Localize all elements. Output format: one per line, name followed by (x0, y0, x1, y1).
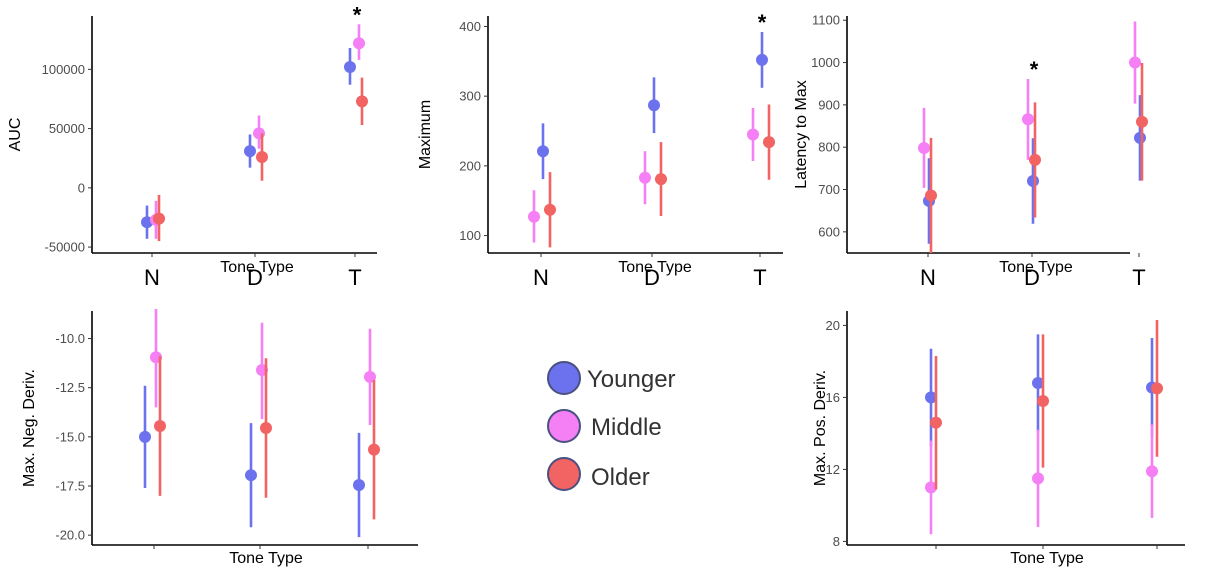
auc-category-label: N (144, 265, 160, 290)
auc-x-axis-title: Tone Type (220, 259, 294, 276)
maximum-x-axis-title: Tone Type (618, 259, 692, 276)
maximum-panel: 100 200 300 400 Tone Type Maximum N D T * (417, 10, 783, 290)
latency-category-label: T (1132, 265, 1145, 290)
max-neg-deriv-older-point (260, 422, 272, 434)
max-pos-deriv-y-tick-label: 20 (826, 318, 840, 333)
max-pos-deriv-younger-point (1032, 377, 1044, 389)
latency-middle-point (1022, 113, 1034, 126)
auc-y-tick-label: 50000 (49, 121, 85, 136)
auc-older-point (153, 212, 165, 225)
maximum-younger-point (756, 53, 768, 66)
max-pos-deriv-middle-point (1032, 472, 1044, 485)
legend-marker-middle (547, 409, 581, 443)
maximum-middle-point (747, 128, 759, 141)
latency-younger-point (1027, 175, 1039, 188)
maximum-y-tick-label: 200 (459, 158, 481, 173)
max-neg-deriv-y-tick-label: -20.0 (55, 528, 85, 543)
max-neg-deriv-y-tick-label: -17.5 (55, 479, 85, 494)
auc-y-tick-label: 100000 (42, 62, 85, 77)
max-neg-deriv-y-tick-label: -10.0 (55, 331, 85, 346)
latency-middle-point (1129, 56, 1141, 69)
legend-label-middle: Middle (591, 414, 662, 441)
auc-panel: -50000 0 50000 100000 Tone Type AUC N D T * (7, 2, 377, 290)
auc-older-point (256, 151, 268, 164)
legend-marker-younger (547, 361, 581, 395)
maximum-middle-point (528, 210, 540, 223)
max-neg-deriv-younger-point (353, 479, 365, 492)
max-pos-deriv-y-tick-label: 12 (826, 462, 840, 477)
latency-y-tick-label: 600 (818, 224, 840, 239)
maximum-y-tick-label: 300 (459, 89, 481, 104)
latency-category-label: N (920, 265, 936, 290)
maximum-y-tick-label: 400 (459, 19, 481, 34)
maximum-category-label: T (753, 265, 766, 290)
max-pos-deriv-y-tick-label: 8 (833, 534, 840, 549)
maximum-older-point (544, 203, 556, 216)
auc-younger-point (244, 145, 256, 158)
max-pos-deriv-middle-point (1146, 465, 1158, 478)
max-neg-deriv-younger-point (245, 469, 257, 482)
max-pos-deriv-older-point (1151, 382, 1163, 395)
auc-older-point (356, 95, 368, 108)
legend-marker-older (547, 457, 581, 491)
legend-label-older: Older (591, 464, 650, 491)
max-pos-deriv-younger-point (925, 391, 937, 404)
maximum-younger-point (648, 99, 660, 112)
maximum-category-label: N (533, 265, 549, 290)
auc-younger-point (344, 60, 356, 73)
latency-y-tick-label: 1100 (812, 13, 840, 28)
latency-category-label: D (1024, 265, 1040, 290)
legend-label-younger: Younger (587, 366, 676, 393)
max-neg-deriv-y-tick-label: -15.0 (55, 429, 85, 444)
latency-y-tick-label: 700 (818, 182, 840, 197)
maximum-y-axis-title: Maximum (417, 100, 434, 169)
auc-y-axis-title: AUC (7, 118, 24, 152)
latency-y-tick-label: 800 (818, 140, 840, 155)
max-pos-deriv-y-axis-title: Max. Pos. Deriv. (812, 370, 829, 486)
maximum-category-label: D (644, 265, 660, 290)
maximum-younger-point (537, 145, 549, 158)
auc-y-tick-label: 0 (78, 180, 85, 195)
latency-older-point (1136, 115, 1148, 128)
max-neg-deriv-x-axis-title: Tone Type (229, 550, 303, 567)
max-pos-deriv-y-tick-label: 16 (826, 390, 840, 405)
maximum-older-point (763, 136, 775, 149)
max-neg-deriv-older-point (154, 420, 166, 433)
latency-y-axis-title: Latency to Max (793, 80, 810, 189)
latency-older-point (925, 189, 937, 202)
max-neg-deriv-younger-point (139, 430, 151, 443)
latency-x-axis-title: Tone Type (999, 259, 1073, 276)
latency-panel: 600 700 800 900 1000 1100 Tone Type Latency to … (793, 13, 1148, 290)
max-pos-deriv-panel: 8 12 16 20 Tone Type Max. Pos. Deriv. (812, 311, 1185, 567)
auc-category-label: T (348, 265, 361, 290)
latency-y-tick-label: 900 (818, 97, 840, 112)
auc-y-tick-label: -50000 (45, 240, 85, 255)
latency-significance-star: * (1030, 57, 1039, 82)
auc-significance-star: * (353, 2, 362, 27)
max-pos-deriv-older-point (930, 416, 942, 429)
auc-middle-point (353, 37, 365, 50)
maximum-significance-star: * (758, 10, 767, 35)
max-neg-deriv-y-tick-label: -12.5 (55, 380, 85, 395)
auc-younger-point (141, 216, 153, 229)
maximum-older-point (655, 173, 667, 186)
max-pos-deriv-older-point (1037, 395, 1049, 407)
max-pos-deriv-x-axis-title: Tone Type (1010, 550, 1084, 567)
maximum-middle-point (639, 171, 651, 184)
latency-older-point (1029, 153, 1041, 166)
latency-y-tick-label: 1000 (811, 55, 840, 70)
legend: Younger Middle Older (547, 361, 676, 491)
maximum-y-tick-label: 100 (459, 228, 481, 243)
auc-category-label: D (247, 265, 263, 290)
max-pos-deriv-middle-point (925, 481, 937, 494)
latency-younger-point (1134, 131, 1146, 144)
latency-middle-point (918, 142, 930, 155)
max-neg-deriv-older-point (368, 443, 380, 456)
max-neg-deriv-panel: -20.0 -17.5 -15.0 -12.5 -10.0 Tone Type Max. N… (21, 309, 418, 567)
max-neg-deriv-y-axis-title: Max. Neg. Deriv. (21, 369, 38, 487)
